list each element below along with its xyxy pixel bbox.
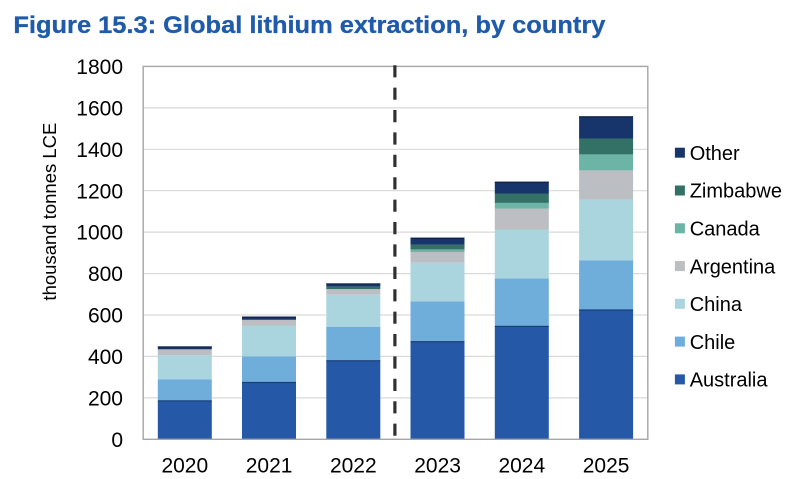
svg-text:Canada: Canada — [690, 219, 761, 241]
svg-text:Zimbabwe: Zimbabwe — [690, 181, 782, 203]
svg-text:200: 200 — [88, 388, 123, 411]
svg-text:Other: Other — [690, 143, 740, 165]
svg-text:800: 800 — [88, 263, 123, 286]
svg-text:2020: 2020 — [161, 455, 208, 478]
svg-text:1400: 1400 — [76, 139, 123, 162]
svg-text:Australia: Australia — [690, 370, 769, 392]
svg-text:2025: 2025 — [583, 455, 630, 478]
svg-text:400: 400 — [88, 346, 123, 369]
svg-text:0: 0 — [111, 429, 123, 452]
svg-text:Chile: Chile — [690, 332, 736, 354]
svg-text:thousand tonnes LCE: thousand tonnes LCE — [39, 123, 60, 301]
svg-text:2022: 2022 — [330, 455, 377, 478]
svg-text:Argentina: Argentina — [690, 256, 776, 278]
svg-text:2023: 2023 — [414, 455, 461, 478]
svg-text:1800: 1800 — [76, 56, 123, 79]
svg-text:Figure 15.3: Global lithium ex: Figure 15.3: Global lithium extraction, … — [13, 12, 605, 39]
svg-text:2021: 2021 — [246, 455, 293, 478]
svg-text:China: China — [690, 294, 743, 316]
svg-text:2024: 2024 — [498, 455, 545, 478]
svg-text:600: 600 — [88, 305, 123, 328]
svg-text:1600: 1600 — [76, 98, 123, 121]
svg-text:1000: 1000 — [76, 222, 123, 245]
svg-text:1200: 1200 — [76, 180, 123, 203]
